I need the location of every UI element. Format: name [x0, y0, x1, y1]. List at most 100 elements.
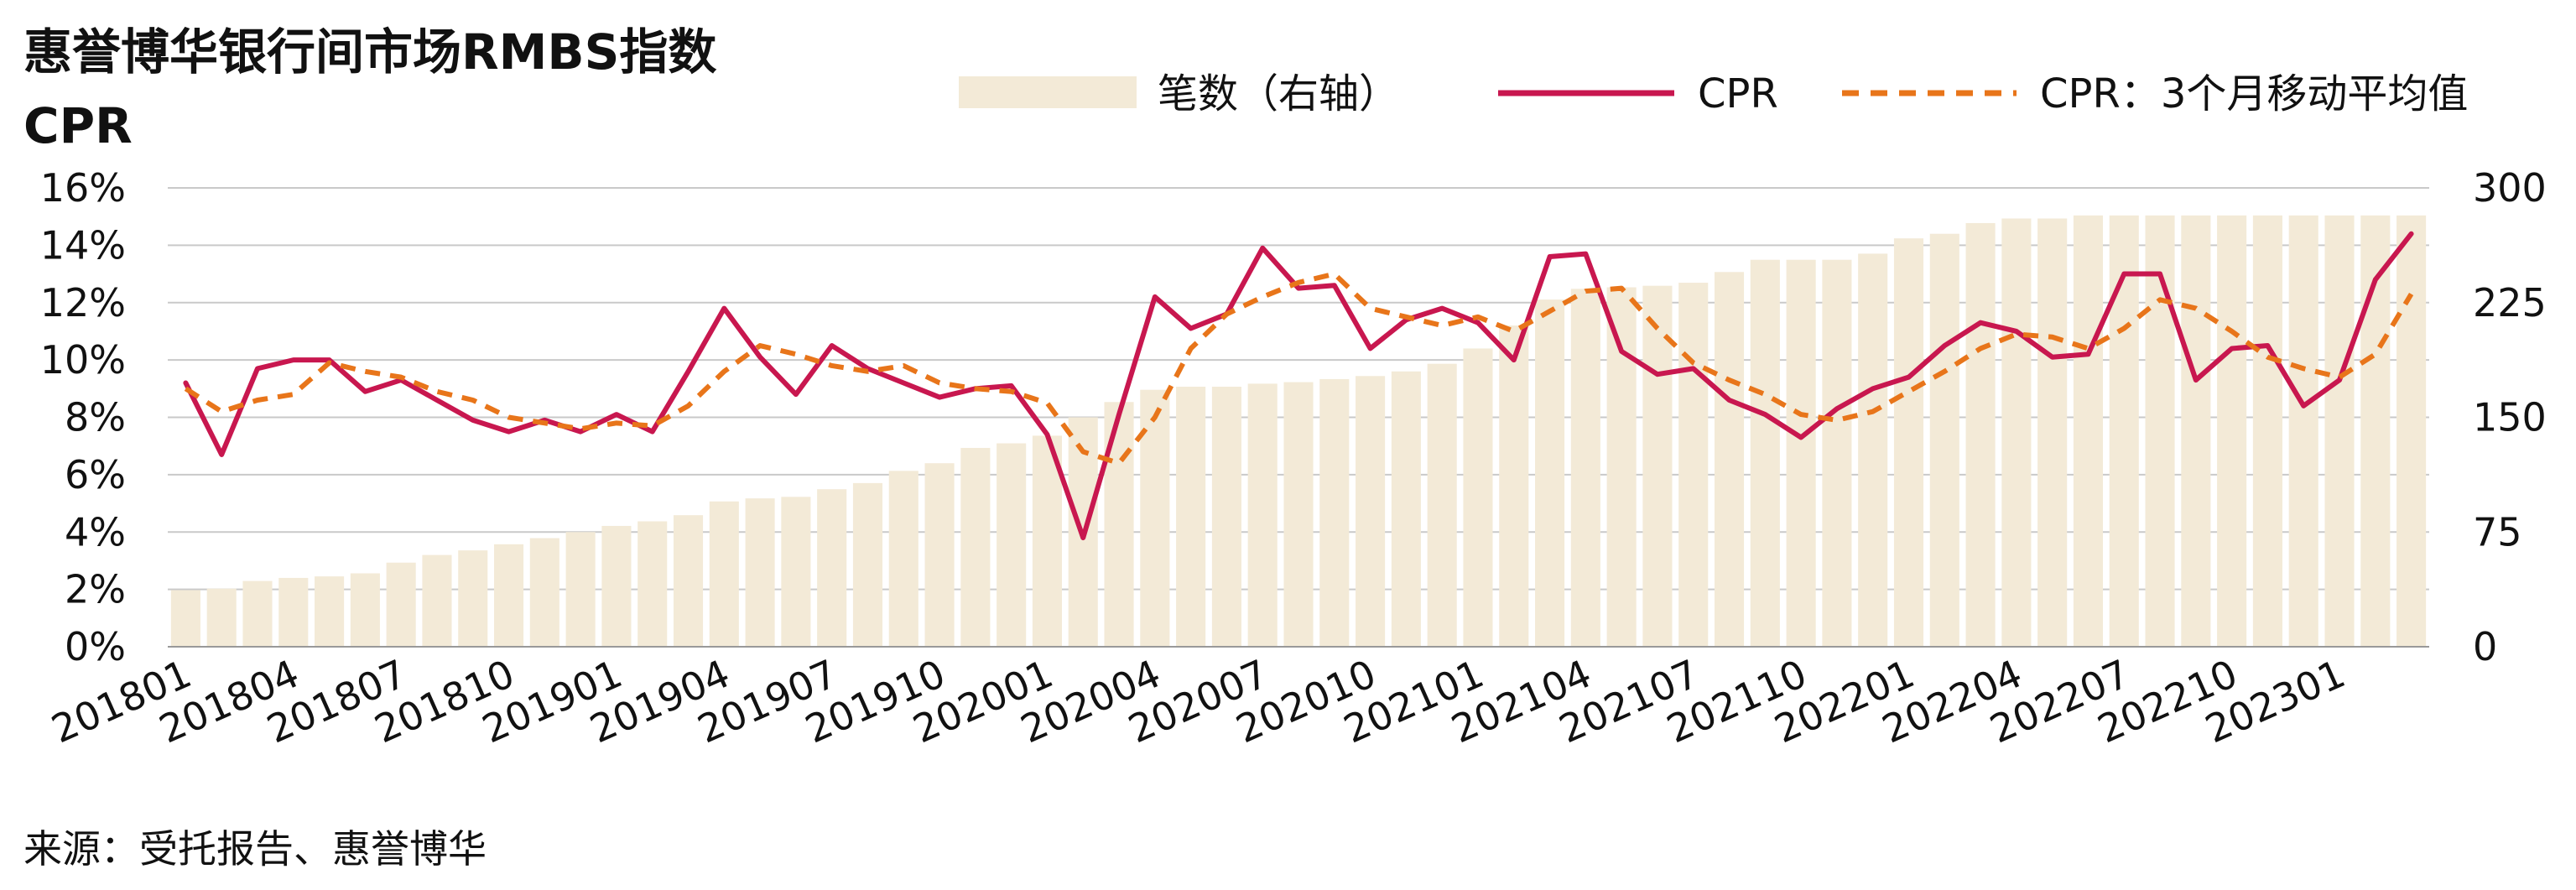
cpr-point-201903 [686, 369, 691, 374]
bar-201910 [924, 463, 955, 647]
bar-202211 [2252, 215, 2282, 647]
legend-swatch-bar [959, 76, 1137, 108]
bar-202303 [2396, 215, 2427, 647]
cpr-ma-point-201902 [650, 424, 655, 429]
legend-label-cpr: CPR [1698, 70, 1778, 117]
cpr-ma-point-201908 [865, 369, 870, 374]
cpr-ma-point-201810 [507, 415, 512, 420]
bar-201809 [458, 550, 488, 647]
cpr-ma-point-202206 [2085, 346, 2090, 351]
cpr-ma-point-201803 [255, 398, 260, 403]
line-series [183, 231, 2414, 541]
cpr-point-201905 [757, 355, 762, 360]
cpr-point-201802 [219, 452, 224, 457]
bar-202111 [1822, 259, 1852, 647]
cpr-point-202203 [1978, 320, 1983, 325]
cpr-point-201810 [507, 429, 512, 435]
cpr-point-201901 [614, 412, 619, 417]
bar-201908 [852, 482, 883, 647]
y-left-tick-label: 12% [40, 280, 126, 325]
cpr-ma-point-202209 [2194, 306, 2199, 311]
cpr-ma-point-201904 [721, 369, 726, 374]
bar-202007 [1247, 383, 1278, 647]
cpr-ma-point-202302 [2373, 351, 2378, 357]
cpr-point-202004 [1153, 294, 1158, 299]
cpr-point-201909 [901, 380, 906, 385]
cpr-ma-point-202006 [1224, 311, 1229, 316]
cpr-ma-point-202012 [1439, 323, 1444, 328]
y-axis-left: 0% 2% 4% 6% 8% 10% 12% 14% 16% [40, 165, 126, 669]
bar-201911 [960, 447, 991, 647]
cpr-ma-point-202111 [1834, 418, 1840, 423]
legend: 笔数（右轴） CPR CPR：3个月移动平均值 [959, 70, 2468, 117]
bar-202207 [2109, 215, 2139, 647]
legend-label-cpr-ma: CPR：3个月移动平均值 [2040, 70, 2468, 117]
cpr-ma-point-202301 [2337, 375, 2342, 380]
x-axis: 2018012018042018072018102019012019042019… [44, 646, 2429, 752]
cpr-ma-point-202212 [2301, 366, 2306, 371]
bar-201801 [170, 590, 200, 647]
cpr-ma-point-201903 [686, 403, 691, 409]
cpr-ma-point-201905 [757, 343, 762, 348]
cpr-point-202106 [1655, 372, 1660, 377]
cpr-ma-point-202103 [1548, 309, 1553, 314]
bar-202209 [2181, 215, 2211, 647]
bar-202212 [2288, 215, 2318, 647]
cpr-ma-point-202105 [1619, 286, 1624, 291]
cpr-ma-point-201906 [794, 351, 799, 357]
bar-202011 [1391, 371, 1421, 647]
cpr-point-202104 [1583, 252, 1588, 257]
cpr-ma-point-202204 [2014, 331, 2019, 336]
cpr-line [183, 231, 2414, 541]
bar-series [170, 215, 2427, 647]
cpr-point-202005 [1189, 326, 1194, 331]
cpr-point-202012 [1439, 306, 1444, 311]
cpr-ma-point-202008 [1296, 280, 1301, 285]
cpr-ma-point-202104 [1583, 289, 1588, 294]
bar-201806 [350, 573, 380, 647]
cpr-ma-point-202110 [1798, 412, 1803, 417]
cpr-ma-point-202003 [1116, 461, 1121, 466]
bar-202105 [1606, 287, 1637, 647]
bar-202101 [1463, 348, 1493, 647]
bar-202109 [1750, 259, 1780, 647]
cpr-point-201910 [937, 395, 942, 400]
bar-201811 [529, 538, 559, 647]
bar-201907 [817, 489, 847, 647]
cpr-point-202110 [1798, 435, 1803, 440]
bar-202108 [1714, 272, 1745, 647]
bar-202201 [1893, 238, 1924, 647]
cpr-point-201907 [830, 343, 835, 348]
bar-202102 [1499, 325, 1529, 647]
bar-201812 [565, 532, 596, 647]
cpr-ma-point-201808 [435, 389, 440, 394]
cpr-ma-point-202211 [2265, 355, 2270, 360]
cpr-ma-point-202102 [1512, 329, 1517, 334]
cpr-ma-point-202002 [1080, 450, 1085, 455]
y-left-tick-label: 16% [40, 165, 126, 211]
cpr-point-201801 [183, 380, 188, 385]
cpr-ma-point-201802 [219, 409, 224, 414]
bar-202112 [1858, 253, 1888, 647]
cpr-ma-point-202001 [1044, 400, 1049, 405]
cpr-point-202009 [1332, 283, 1337, 288]
cpr-point-201808 [435, 398, 440, 403]
cpr-ma-point-201801 [183, 386, 188, 391]
bar-201906 [781, 497, 811, 647]
cpr-point-202007 [1260, 246, 1265, 251]
chart-title: 惠誉博华银行间市场RMBS指数 [23, 23, 716, 81]
cpr-point-202107 [1691, 366, 1696, 371]
bar-202008 [1283, 382, 1314, 647]
cpr-point-201809 [471, 418, 476, 423]
y-left-tick-label: 8% [65, 395, 126, 440]
cpr-ma-point-201806 [362, 369, 367, 374]
cpr-ma-point-201909 [901, 363, 906, 368]
bar-202104 [1570, 289, 1600, 647]
cpr-ma-point-202007 [1260, 294, 1265, 299]
cpr-point-202101 [1475, 320, 1481, 325]
y-left-tick-label: 6% [65, 452, 126, 497]
cpr-point-202302 [2373, 277, 2378, 282]
cpr-ma-point-202109 [1762, 392, 1767, 397]
cpr-point-202103 [1548, 254, 1553, 259]
bar-202010 [1356, 376, 1386, 647]
